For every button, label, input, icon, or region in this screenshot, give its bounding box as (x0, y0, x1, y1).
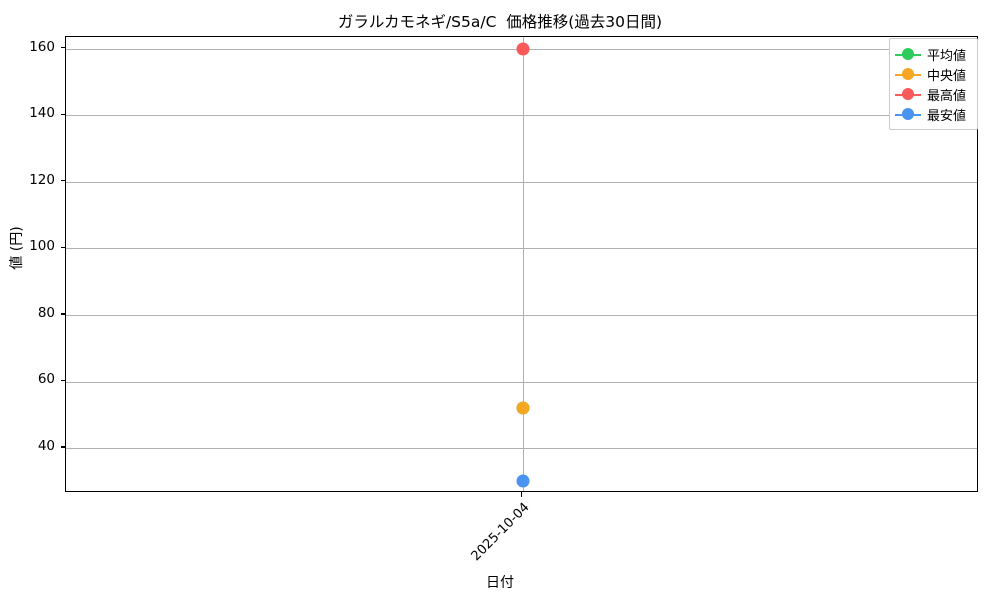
chart-legend: 平均値中央値最高値最安値 (889, 38, 978, 130)
gridline-y-140 (66, 115, 977, 117)
gridline-y-80 (66, 314, 977, 316)
x-axis-label: 日付 (486, 575, 514, 591)
legend-item-中央値[interactable]: 中央値 (895, 64, 971, 84)
legend-label-最高値: 最高値 (927, 88, 967, 104)
y-axis-label: 値 (円) (9, 226, 25, 270)
y-tick-label-160: 160 (29, 38, 55, 55)
gridline-y-120 (66, 181, 977, 183)
y-tick-mark-40 (60, 446, 65, 448)
y-tick-mark-140 (60, 113, 65, 115)
legend-item-最高値[interactable]: 最高値 (895, 84, 971, 104)
data-point-最高値-0 (516, 42, 529, 56)
legend-label-最安値: 最安値 (927, 108, 967, 124)
gridline-y-100 (66, 248, 977, 250)
legend-dot-icon-最高値 (901, 88, 914, 100)
y-tick-label-80: 80 (37, 304, 55, 321)
plot-area (65, 36, 978, 492)
x-tick-mark-0 (520, 492, 523, 497)
gridline-y-40 (66, 448, 977, 450)
legend-dot-icon-平均値 (901, 48, 914, 60)
data-point-最安値-0 (516, 474, 529, 488)
legend-label-平均値: 平均値 (927, 48, 967, 64)
y-tick-label-140: 140 (29, 105, 55, 122)
legend-item-最安値[interactable]: 最安値 (895, 104, 971, 124)
legend-marker-icon-最安値 (895, 108, 921, 121)
y-tick-mark-100 (60, 246, 65, 248)
y-tick-label-120: 120 (29, 171, 55, 188)
y-tick-mark-120 (60, 180, 65, 182)
legend-marker-icon-平均値 (895, 48, 921, 61)
legend-marker-icon-最高値 (895, 88, 921, 101)
y-tick-label-40: 40 (37, 438, 55, 455)
legend-label-中央値: 中央値 (927, 68, 967, 84)
legend-item-平均値[interactable]: 平均値 (895, 44, 971, 64)
y-tick-mark-160 (60, 46, 65, 49)
data-point-中央値-0 (516, 401, 529, 415)
gridline-y-60 (66, 381, 977, 383)
legend-dot-icon-最安値 (901, 108, 914, 120)
y-tick-mark-80 (60, 313, 65, 315)
y-tick-label-60: 60 (37, 371, 55, 388)
y-tick-mark-60 (60, 379, 65, 382)
gridline-x-0 (522, 37, 524, 491)
legend-marker-icon-中央値 (895, 68, 921, 81)
legend-dot-icon-中央値 (901, 68, 914, 80)
chart-title: ガラルカモネギ/S5a/C 価格推移(過去30日間) (337, 13, 663, 31)
y-tick-label-100: 100 (29, 238, 55, 255)
